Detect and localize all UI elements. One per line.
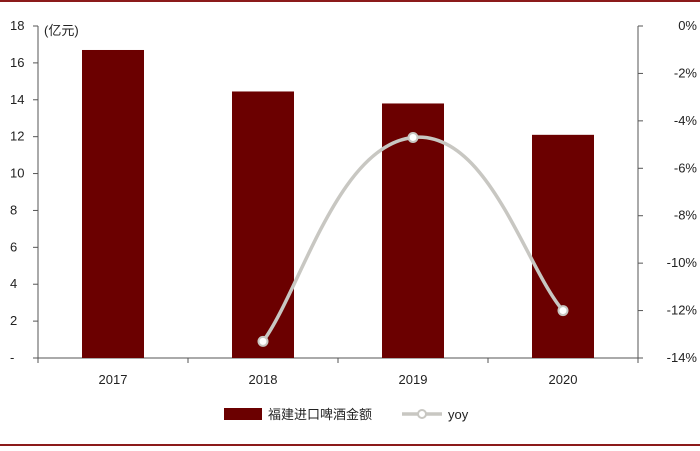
- left-tick-label: 2: [10, 313, 17, 328]
- yoy-line-series: [257, 131, 569, 347]
- bar: [232, 91, 294, 358]
- legend: 福建进口啤酒金额 yoy: [224, 407, 469, 422]
- left-tick-label: 14: [10, 92, 24, 107]
- yoy-point: [557, 305, 569, 317]
- left-tick-label: 16: [10, 55, 24, 70]
- right-tick-label: -10%: [667, 255, 698, 270]
- right-tick-label: -14%: [667, 350, 698, 365]
- right-tick-label: 0%: [678, 18, 697, 33]
- yoy-point: [257, 335, 269, 347]
- x-tick-label: 2020: [549, 372, 578, 387]
- bar: [532, 134, 594, 358]
- top-border: [0, 0, 700, 2]
- legend-line-label: yoy: [448, 407, 469, 422]
- right-tick-label: -8%: [674, 208, 698, 223]
- legend-bar-label: 福建进口啤酒金额: [268, 407, 372, 422]
- right-tick-label: -4%: [674, 113, 698, 128]
- left-tick-label: 12: [10, 129, 24, 144]
- left-tick-label: 18: [10, 18, 24, 33]
- left-axis-unit-label: (亿元): [44, 23, 79, 38]
- left-tick-label: 4: [10, 276, 17, 291]
- bottom-border: [0, 444, 700, 446]
- x-tick-label: 2019: [399, 372, 428, 387]
- left-tick-label: 10: [10, 166, 24, 181]
- legend-line-marker: [417, 409, 427, 419]
- yoy-point: [407, 131, 419, 143]
- right-tick-label: -2%: [674, 65, 698, 80]
- x-tick-label: 2018: [249, 372, 278, 387]
- left-tick-label: 6: [10, 239, 17, 254]
- tick-labels: - 2 4 6 8 10 12 14 16 18 (亿元) 0% -2% -4% -6% -8% -10% -12…: [10, 18, 697, 387]
- bar: [82, 49, 144, 358]
- left-tick-label: 8: [10, 202, 17, 217]
- right-tick-label: -6%: [674, 160, 698, 175]
- bar: [382, 103, 444, 358]
- x-tick-label: 2017: [99, 372, 128, 387]
- right-tick-label: -12%: [667, 303, 698, 318]
- legend-bar-swatch: [224, 408, 262, 420]
- left-tick-label: -: [10, 350, 14, 365]
- bar-series: [82, 49, 594, 358]
